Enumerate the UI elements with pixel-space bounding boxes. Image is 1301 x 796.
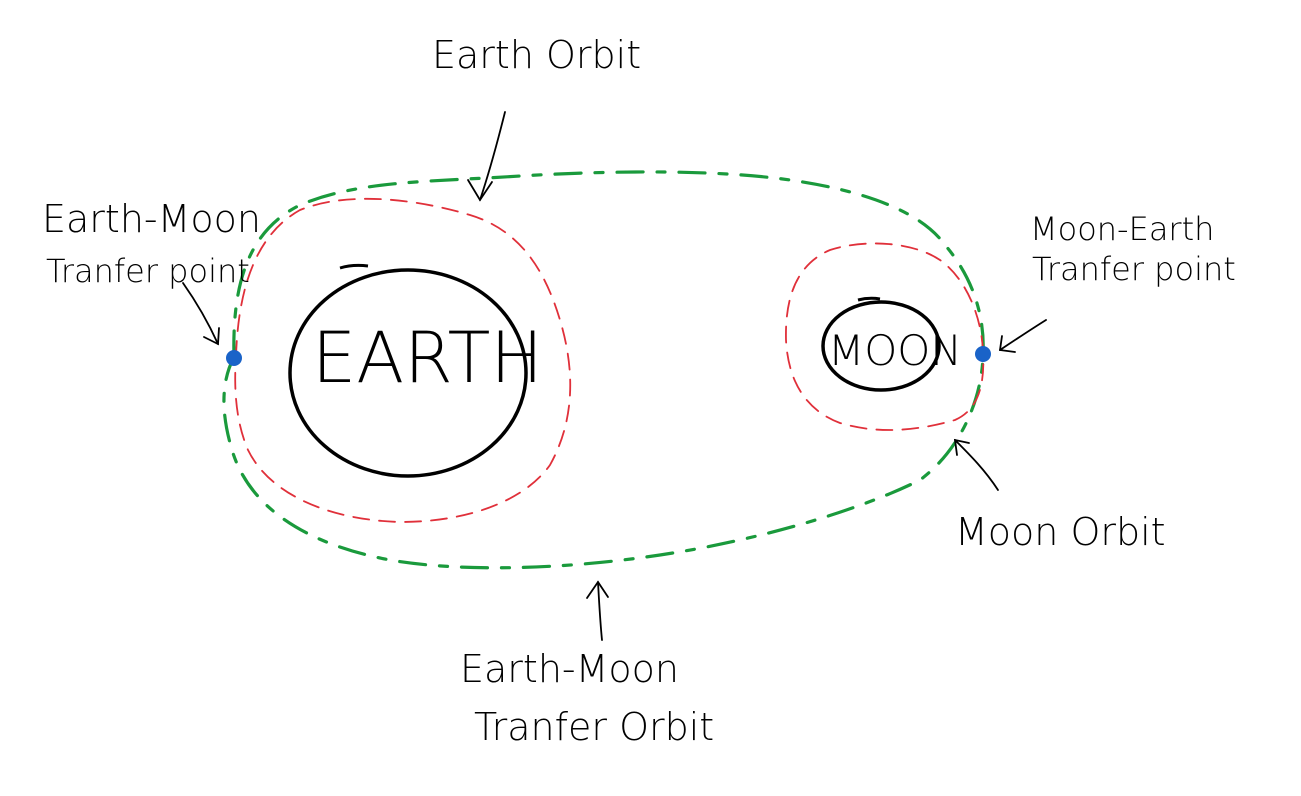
moon-earth-transfer-point <box>975 346 991 362</box>
earth-moon-point-label-line2: Tranfer point <box>46 252 250 290</box>
transfer-orbit-label-line1: Earth-Moon <box>460 647 679 691</box>
transfer-orbit-label-line2: Tranfer Orbit <box>474 705 714 749</box>
earth-moon-point-label-line1: Earth-Moon <box>42 197 261 241</box>
moon-earth-point-label-line1: Moon-Earth <box>1030 210 1214 248</box>
transfer-orbit-arrow <box>587 582 608 640</box>
moon-orbit-arrow <box>955 440 998 490</box>
moon-earth-point-label-line2: Tranfer point <box>1032 250 1236 288</box>
moon-earth-point-arrow <box>1000 320 1046 352</box>
earth-orbit-arrow <box>468 112 505 200</box>
earth-moon-transfer-point <box>226 350 242 366</box>
earth-moon-point-arrow <box>183 283 219 344</box>
moon-label: MOON <box>828 326 962 375</box>
earth-label: EARTH <box>312 317 543 399</box>
earth-orbit-label: Earth Orbit <box>432 33 641 77</box>
moon-orbit-label: Moon Orbit <box>955 510 1166 554</box>
